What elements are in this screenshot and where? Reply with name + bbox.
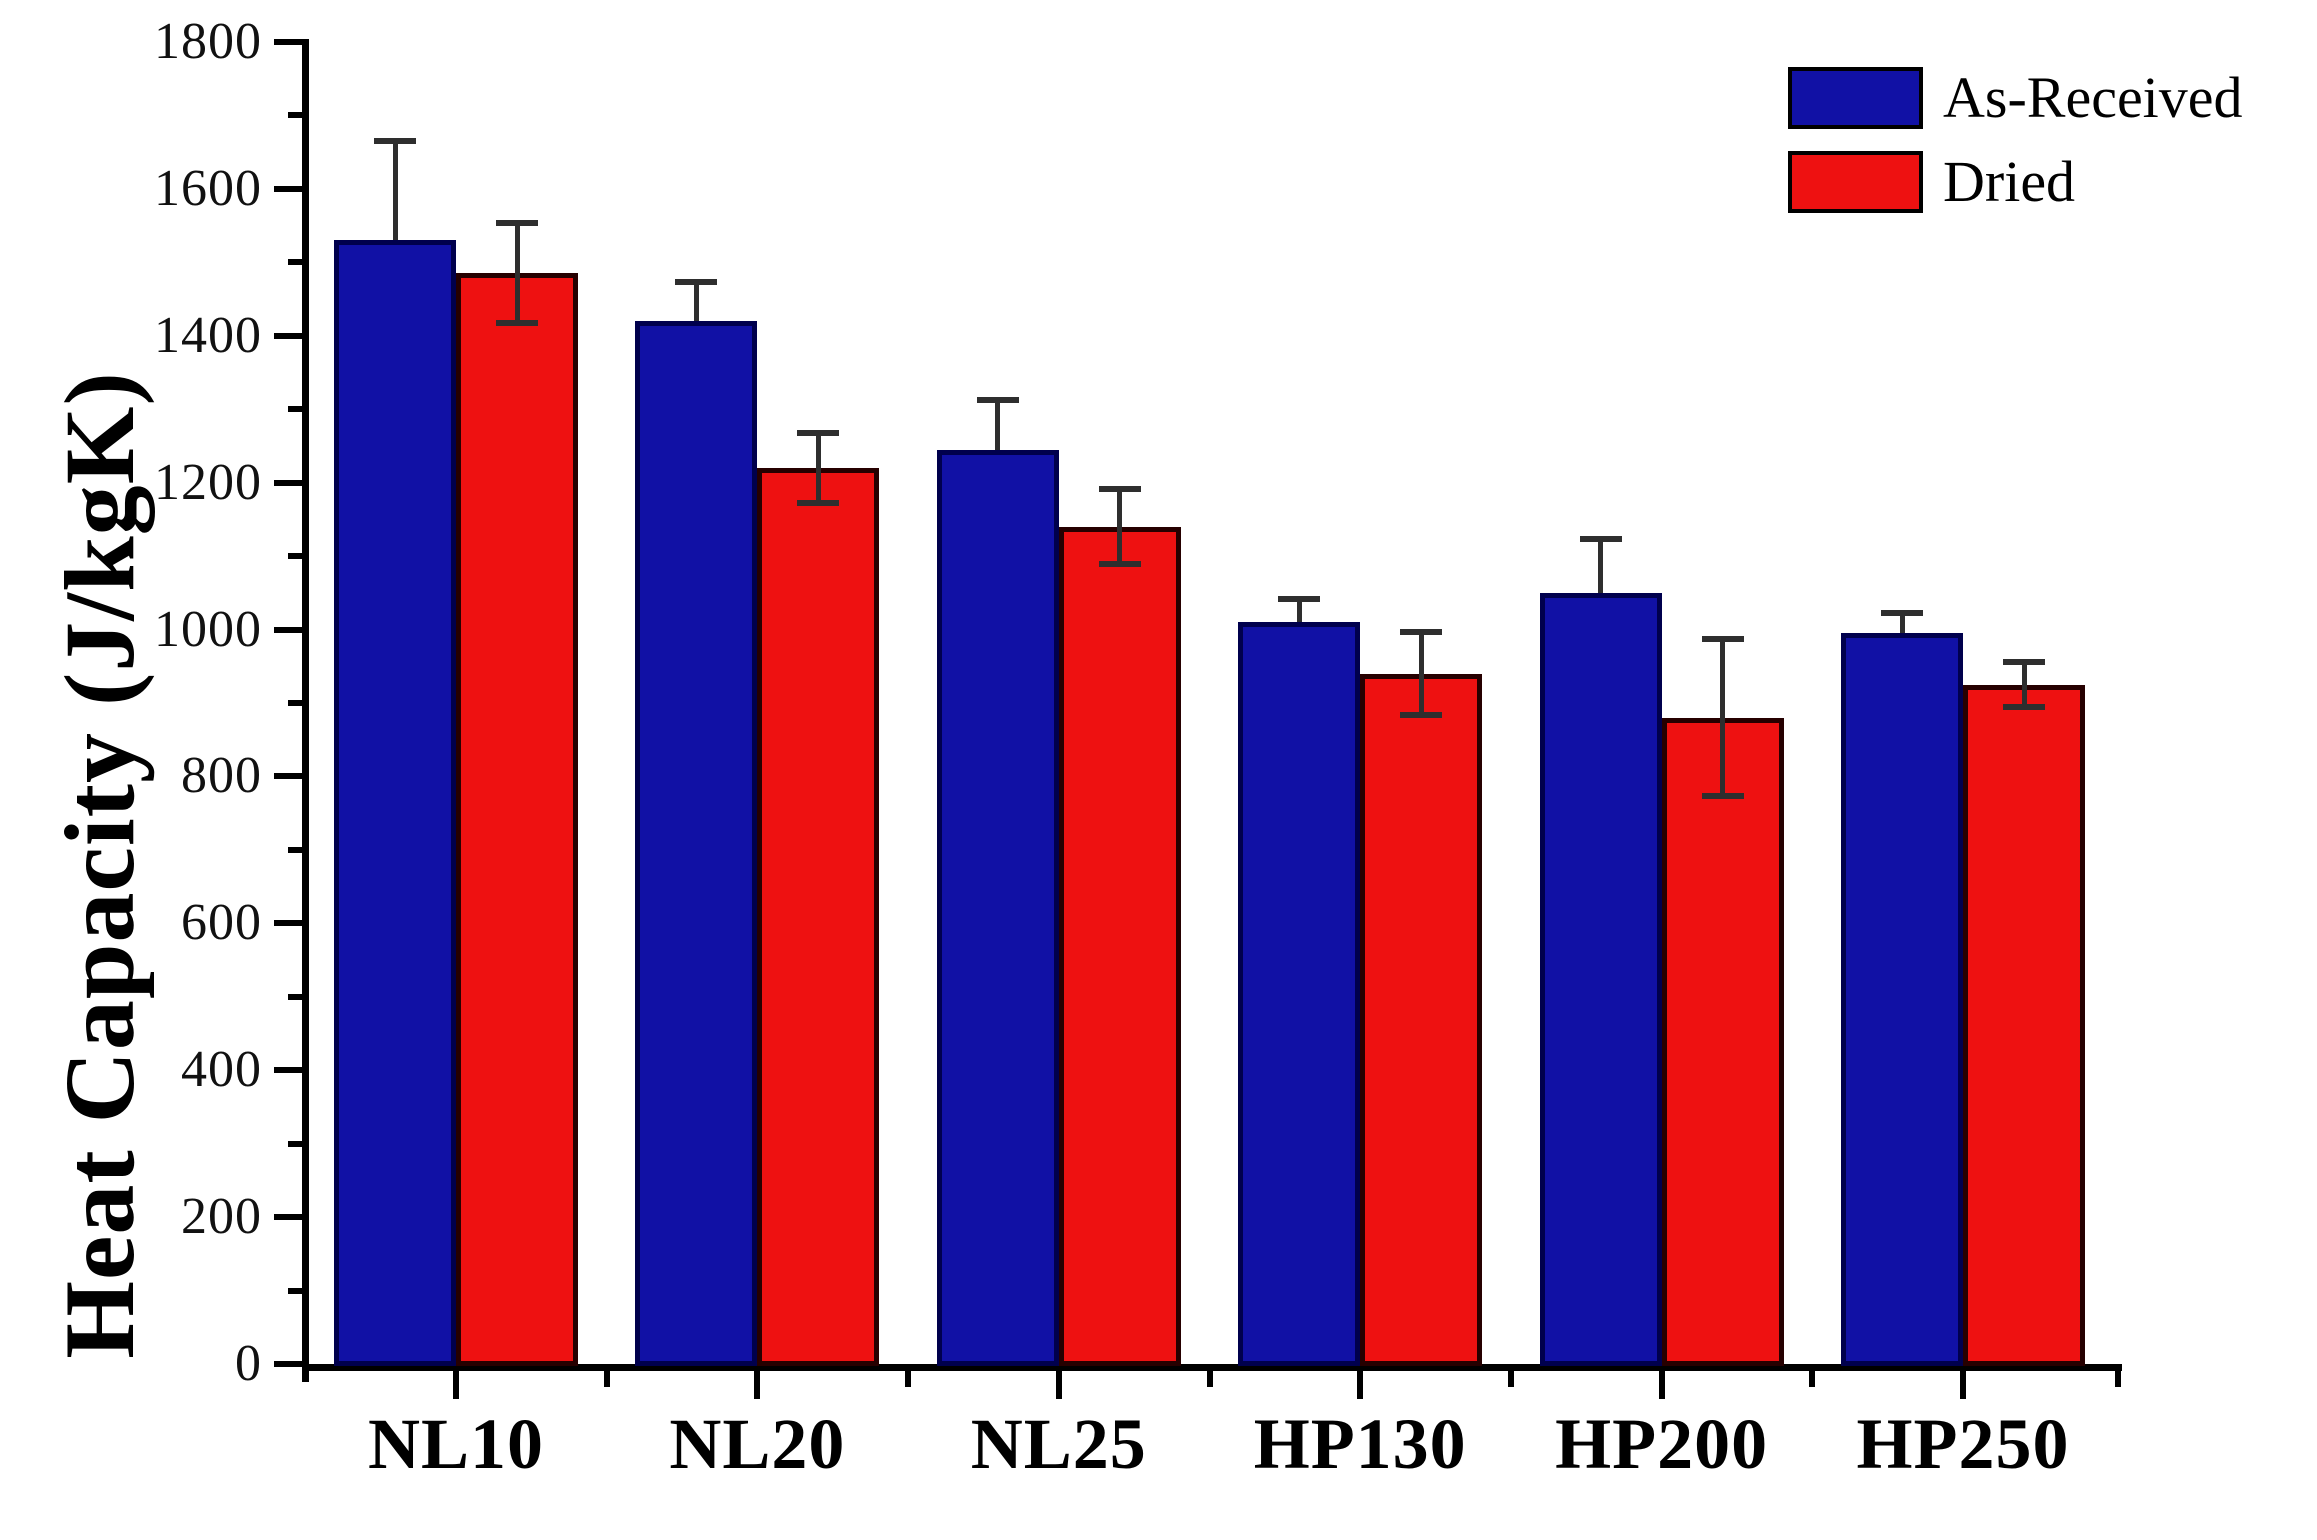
x-minor-tick xyxy=(1809,1364,1816,1387)
error-bar-cap-bottom xyxy=(496,320,538,327)
y-tick-label: 800 xyxy=(181,747,262,805)
error-bar-cap-top xyxy=(374,138,416,145)
legend-item-as-received: As-Received xyxy=(1788,66,2243,130)
y-minor-tick xyxy=(288,700,302,706)
y-tick-label: 1600 xyxy=(154,159,262,217)
bar-NL25-as-received xyxy=(936,449,1059,1366)
error-bar-line xyxy=(1117,489,1123,565)
bar-NL10-dried xyxy=(456,273,578,1366)
bar-NL20-as-received xyxy=(635,321,758,1366)
error-bar-cap-bottom xyxy=(1701,793,1744,800)
error-bar-line xyxy=(2021,661,2027,708)
error-bar-line xyxy=(1899,613,1905,634)
y-tick-label: 1200 xyxy=(154,453,262,511)
error-bar-cap-bottom xyxy=(797,500,840,507)
y-major-tick xyxy=(274,920,302,927)
y-tick-label: 1000 xyxy=(154,600,262,658)
y-major-tick xyxy=(274,1067,302,1074)
y-tick-label: 1800 xyxy=(154,13,262,70)
x-category-label: NL10 xyxy=(367,1404,545,1484)
y-minor-tick xyxy=(288,259,302,266)
legend-item-dried: Dried xyxy=(1788,150,2243,214)
error-bar-line xyxy=(693,282,699,322)
error-bar-cap-top xyxy=(1098,486,1141,493)
error-bar-cap-top xyxy=(976,397,1019,404)
legend: As-Received Dried xyxy=(1788,66,2243,234)
x-axis-end-tick xyxy=(2115,1364,2121,1387)
y-major-tick xyxy=(274,185,302,192)
error-bar-cap-top xyxy=(1400,629,1443,636)
bar-HP200-dried xyxy=(1661,717,1784,1366)
error-bar-cap-top xyxy=(675,279,718,286)
error-bar-line xyxy=(392,141,398,241)
y-major-tick xyxy=(274,479,302,486)
error-bar-line xyxy=(1598,539,1604,593)
y-major-tick xyxy=(274,773,302,780)
y-major-tick xyxy=(274,626,302,633)
y-minor-tick xyxy=(288,1140,302,1147)
y-major-tick xyxy=(274,39,302,45)
bar-NL20-dried xyxy=(757,467,880,1366)
error-bar-cap-top xyxy=(1881,610,1923,617)
bar-NL10-as-received xyxy=(334,240,456,1366)
bar-HP200-as-received xyxy=(1539,592,1662,1366)
y-minor-tick xyxy=(288,1287,302,1294)
error-bar-cap-bottom xyxy=(1098,561,1141,568)
x-major-tick xyxy=(1658,1364,1665,1399)
x-category-label: HP130 xyxy=(1253,1404,1467,1484)
error-bar-cap-bottom xyxy=(2003,704,2045,711)
error-bar-cap-top xyxy=(496,220,538,227)
error-bar-cap-bottom xyxy=(1400,711,1443,718)
y-major-tick xyxy=(274,1361,302,1367)
error-bar-cap-top xyxy=(1278,595,1321,602)
legend-swatch-dried xyxy=(1788,151,1923,213)
y-tick-label: 400 xyxy=(181,1041,262,1099)
bar-HP250-as-received xyxy=(1841,633,1963,1366)
legend-label-dried: Dried xyxy=(1943,149,2076,214)
y-minor-tick xyxy=(288,993,302,1000)
error-bar-line xyxy=(1418,632,1424,715)
bar-HP130-dried xyxy=(1360,673,1483,1366)
error-bar-line xyxy=(514,223,520,324)
y-minor-tick xyxy=(288,553,302,560)
x-major-tick xyxy=(1055,1364,1062,1399)
y-tick-label: 1400 xyxy=(154,306,262,364)
x-minor-tick xyxy=(905,1364,912,1387)
y-major-tick xyxy=(274,332,302,339)
x-category-label: NL25 xyxy=(970,1404,1147,1484)
y-minor-tick xyxy=(288,846,302,853)
error-bar-line xyxy=(1296,598,1302,623)
y-minor-tick xyxy=(288,112,302,119)
x-major-tick xyxy=(1960,1364,1966,1399)
error-bar-cap-top xyxy=(1579,536,1622,543)
x-major-tick xyxy=(754,1364,761,1399)
bar-HP130-as-received xyxy=(1238,622,1361,1366)
y-major-tick xyxy=(274,1214,302,1221)
x-category-label: NL20 xyxy=(669,1404,846,1484)
bar-NL25-dried xyxy=(1058,526,1181,1366)
error-bar-line xyxy=(1720,639,1726,797)
bar-chart: Heat Capacity (J/kgK) 0 200 400 600 800 1000 1… xyxy=(44,13,2243,1484)
error-bar-cap-top xyxy=(2003,658,2045,665)
x-major-tick xyxy=(453,1364,459,1399)
y-minor-tick xyxy=(288,406,302,413)
legend-swatch-as-received xyxy=(1788,67,1923,129)
y-tick-label: 600 xyxy=(181,894,262,952)
x-category-label: HP200 xyxy=(1555,1404,1769,1484)
error-bar-line xyxy=(815,432,821,504)
y-axis-line xyxy=(302,39,309,1382)
legend-label-as-received: As-Received xyxy=(1943,65,2243,130)
y-tick-label: 200 xyxy=(181,1188,262,1246)
bar-HP250-dried xyxy=(1963,684,2085,1366)
error-bar-cap-top xyxy=(797,429,840,436)
x-category-label: HP250 xyxy=(1856,1404,2070,1484)
x-minor-tick xyxy=(1507,1364,1514,1387)
y-tick-label: 0 xyxy=(235,1335,262,1392)
error-bar-line xyxy=(995,400,1001,450)
x-major-tick xyxy=(1357,1364,1364,1399)
x-minor-tick xyxy=(1206,1364,1213,1387)
x-minor-tick xyxy=(603,1364,610,1387)
error-bar-cap-top xyxy=(1701,636,1744,643)
